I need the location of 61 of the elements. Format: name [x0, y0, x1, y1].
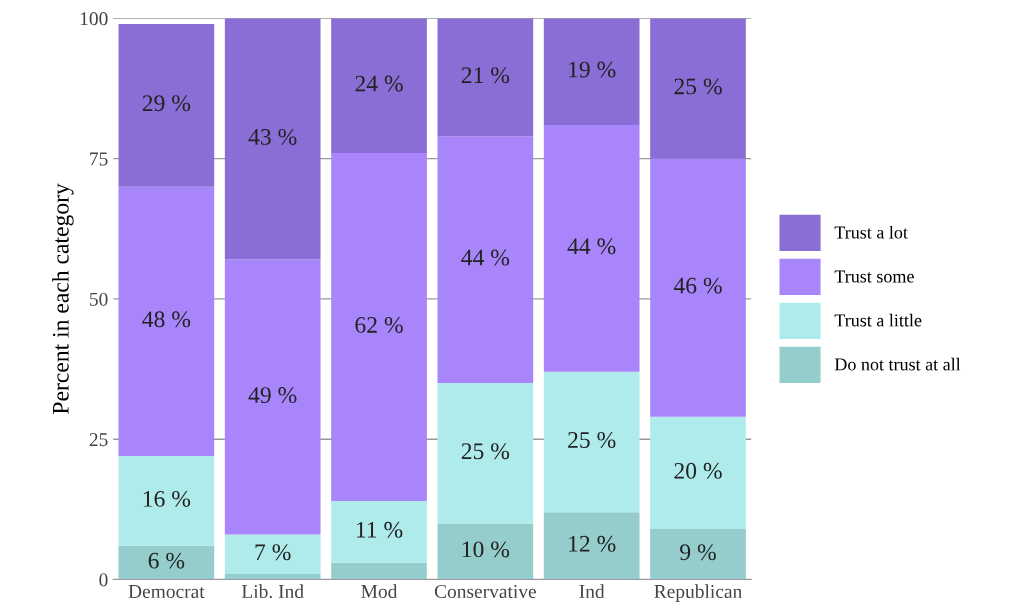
- bar: [224, 18, 321, 260]
- bar: [437, 523, 534, 580]
- data-label: 6 %: [148, 552, 185, 569]
- y-tick-label: 0: [99, 573, 108, 587]
- data-label: 11 %: [356, 521, 403, 538]
- x-tick-label: Democrat: [128, 585, 205, 599]
- data-label: 46 %: [673, 277, 722, 294]
- x-tick-label: Ind: [579, 584, 605, 599]
- bar: [224, 534, 321, 574]
- bar: [331, 562, 427, 580]
- data-label: 10 %: [462, 541, 510, 558]
- legend-label: Trust a lot: [834, 225, 908, 239]
- data-label: 49 %: [248, 387, 297, 404]
- bar: [437, 18, 534, 137]
- data-label: 44 %: [461, 249, 510, 266]
- bar: [437, 136, 534, 384]
- data-label: 29 %: [142, 95, 191, 112]
- bar: [543, 124, 640, 372]
- data-label: 48 %: [142, 311, 191, 328]
- bar: [118, 23, 215, 187]
- bar: [650, 158, 746, 417]
- y-tick-label: 100: [80, 12, 108, 26]
- data-label: 7 %: [255, 544, 291, 561]
- bar: [650, 528, 746, 580]
- data-label: 16 %: [143, 490, 191, 507]
- bar: [118, 186, 215, 457]
- x-tick-label: Conservative: [434, 584, 536, 599]
- data-label: 62 %: [355, 316, 403, 333]
- data-label: 20 %: [674, 462, 722, 479]
- data-label: 25 %: [674, 78, 722, 95]
- bar: [331, 18, 427, 153]
- bar: [650, 416, 746, 529]
- data-label: 21 %: [461, 67, 510, 84]
- y-tick-label: 75: [90, 152, 108, 166]
- data-label: 9 %: [680, 544, 716, 561]
- legend-label: Trust some: [834, 270, 914, 283]
- data-label: 25 %: [461, 443, 510, 460]
- bar: [331, 152, 427, 501]
- x-tick-label: Mod: [361, 584, 398, 599]
- legend-label: Do not trust at all: [834, 357, 961, 371]
- bar: [543, 512, 640, 580]
- bar: [224, 259, 321, 535]
- y-tick-label: 50: [90, 292, 108, 306]
- bar: [437, 383, 534, 524]
- data-label: 24 %: [355, 75, 403, 92]
- bar: [543, 371, 640, 513]
- x-tick-label: Republican: [654, 584, 742, 602]
- bar: [118, 456, 215, 546]
- data-label: 44 %: [567, 238, 616, 255]
- x-tick-label: Lib. Ind: [241, 584, 304, 599]
- bar: [543, 18, 640, 125]
- bar: [118, 545, 215, 580]
- legend-label: Trust a little: [834, 313, 922, 327]
- data-label: 19 %: [569, 61, 616, 78]
- data-label: 12 %: [569, 535, 616, 552]
- data-label: 25 %: [568, 431, 616, 448]
- y-tick-label: 25: [89, 433, 108, 447]
- bar: [331, 500, 427, 563]
- data-label: 43 %: [248, 128, 297, 145]
- bar: [650, 18, 746, 159]
- y-axis-title: Percent in each category: [52, 183, 74, 414]
